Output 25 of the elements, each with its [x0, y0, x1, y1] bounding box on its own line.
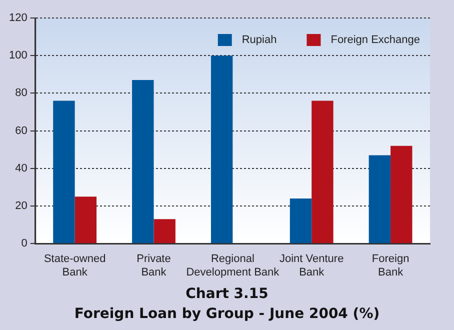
- bar: [290, 198, 312, 244]
- y-tick-label: 40: [15, 162, 28, 174]
- y-tick-label: 80: [15, 87, 28, 100]
- y-tick-label: 60: [15, 124, 28, 137]
- y-tick-label: 20: [15, 200, 28, 212]
- bar: [312, 100, 334, 244]
- x-tick-label: Joint Venture Bank: [279, 253, 344, 278]
- bar: [390, 146, 412, 244]
- x-tick-label: Private Bank: [136, 253, 171, 278]
- x-tick-label: Foreign Bank: [372, 253, 410, 278]
- bar: [368, 155, 391, 244]
- bar: [74, 196, 97, 244]
- legend-label: Foreign Exchange: [330, 34, 420, 46]
- y-tick-label: 0: [21, 238, 28, 250]
- bar: [53, 100, 75, 244]
- text: Chart 3.15: [184, 285, 270, 304]
- y-tick-label: 120: [8, 12, 28, 24]
- bar: [210, 56, 233, 244]
- legend-label: Rupiah: [242, 34, 277, 46]
- bar: [154, 219, 176, 244]
- x-tick-label: State-owned Bank: [44, 253, 106, 278]
- bar: [132, 80, 154, 244]
- text: Foreign Loan by Group - June 2004 (%): [73, 305, 381, 324]
- y-tick-label: 100: [8, 50, 28, 62]
- x-tick-label: Regional Development Bank: [186, 253, 280, 278]
